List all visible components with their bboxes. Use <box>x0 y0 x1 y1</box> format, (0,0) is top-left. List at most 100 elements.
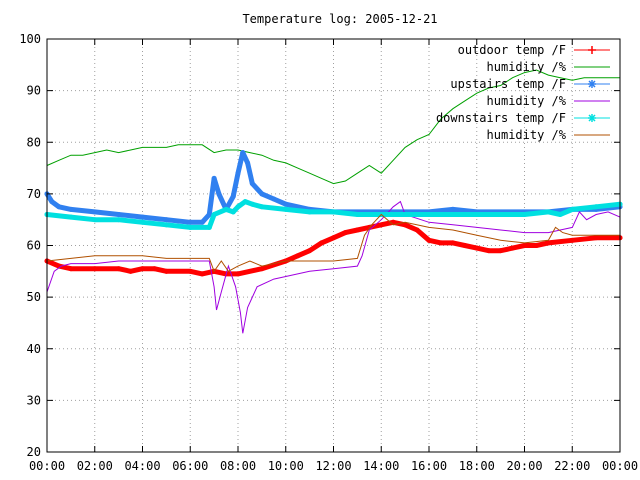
data-point <box>271 196 277 202</box>
data-point <box>414 227 420 233</box>
data-point <box>283 201 289 207</box>
data-point <box>426 237 432 243</box>
data-point <box>140 266 145 272</box>
series-line <box>46 200 621 334</box>
data-point <box>307 209 313 215</box>
y-tick-label: 80 <box>27 135 41 149</box>
data-point <box>242 199 248 205</box>
data-point <box>331 209 336 215</box>
data-point <box>569 237 575 243</box>
data-point <box>216 191 222 197</box>
data-point <box>116 217 122 223</box>
data-point <box>259 266 265 272</box>
data-point <box>319 240 325 246</box>
data-point <box>116 212 122 218</box>
data-point <box>92 266 98 272</box>
y-tick-label: 40 <box>27 342 41 356</box>
grid <box>47 39 620 452</box>
data-point <box>249 181 255 187</box>
data-point <box>426 212 432 218</box>
data-point <box>522 243 527 248</box>
y-tick-label: 60 <box>27 239 41 253</box>
data-point <box>211 212 217 218</box>
data-point <box>545 209 551 215</box>
data-point <box>259 191 265 197</box>
data-point <box>230 193 236 199</box>
data-point <box>450 240 456 246</box>
data-point <box>295 253 301 259</box>
series-3 <box>46 200 621 334</box>
data-point <box>402 222 408 228</box>
x-tick-label: 10:00 <box>268 459 304 473</box>
x-tick-label: 08:00 <box>220 459 256 473</box>
x-tick-label: 16:00 <box>411 459 447 473</box>
data-point <box>163 217 169 223</box>
data-point <box>128 268 134 274</box>
data-point <box>116 266 122 272</box>
data-point <box>235 204 241 210</box>
y-tick-label: 30 <box>27 393 41 407</box>
data-point <box>187 224 193 230</box>
data-point <box>533 243 539 248</box>
legend-label: upstairs temp /F <box>450 77 566 91</box>
legend-marker <box>588 80 596 88</box>
data-point <box>235 271 241 277</box>
axes: 20 30 40 50 60 70 80 90 100 00:00 02:00 04:00 06:00 0… <box>19 32 638 473</box>
legend-label: outdoor temp /F <box>458 43 566 57</box>
series-line <box>44 219 623 277</box>
data-point <box>462 243 468 248</box>
data-point <box>450 212 456 218</box>
data-point <box>307 248 313 254</box>
series-0 <box>44 219 623 277</box>
data-point <box>474 245 480 251</box>
data-point <box>163 222 169 228</box>
data-point <box>211 175 217 181</box>
chart-title: Temperature log: 2005-12-21 <box>242 12 437 26</box>
data-point <box>151 266 157 272</box>
data-point <box>486 248 492 254</box>
x-tick-label: 00:00 <box>602 459 638 473</box>
y-tick-label: 70 <box>27 187 41 201</box>
data-point <box>283 206 289 212</box>
data-point <box>140 214 145 220</box>
legend: outdoor temp /F humidity /% upstairs temp … <box>436 43 610 142</box>
series-line <box>46 69 620 185</box>
legend-marker <box>588 46 596 54</box>
data-point <box>140 219 145 225</box>
data-point <box>199 271 205 277</box>
data-point <box>68 206 74 212</box>
data-point <box>49 199 55 205</box>
x-tick-label: 00:00 <box>29 459 65 473</box>
data-point <box>259 204 265 210</box>
data-point <box>187 219 193 225</box>
data-point <box>206 224 212 230</box>
data-point <box>68 214 74 220</box>
data-point <box>199 219 205 225</box>
data-point <box>510 245 516 251</box>
legend-label: humidity /% <box>487 60 567 74</box>
data-point <box>354 212 360 218</box>
data-point <box>498 248 504 254</box>
data-point <box>92 217 98 223</box>
series-line <box>46 213 620 273</box>
data-point <box>223 206 229 212</box>
data-point <box>545 240 551 246</box>
data-point <box>450 206 456 212</box>
data-point <box>593 204 599 210</box>
x-tick-label: 20:00 <box>506 459 542 473</box>
x-tick-label: 06:00 <box>172 459 208 473</box>
data-point <box>68 266 74 272</box>
data-point <box>569 206 575 212</box>
data-point <box>56 204 62 210</box>
data-point <box>331 235 336 241</box>
plot-area <box>44 69 623 334</box>
legend-label: humidity /% <box>487 128 567 142</box>
x-tick-label: 02:00 <box>77 459 113 473</box>
data-point <box>522 212 527 218</box>
legend-label: humidity /% <box>487 94 567 108</box>
data-point <box>240 150 246 156</box>
legend-marker <box>588 114 596 122</box>
y-tick-label: 20 <box>27 445 41 459</box>
data-point <box>354 227 360 233</box>
data-point <box>187 268 193 274</box>
